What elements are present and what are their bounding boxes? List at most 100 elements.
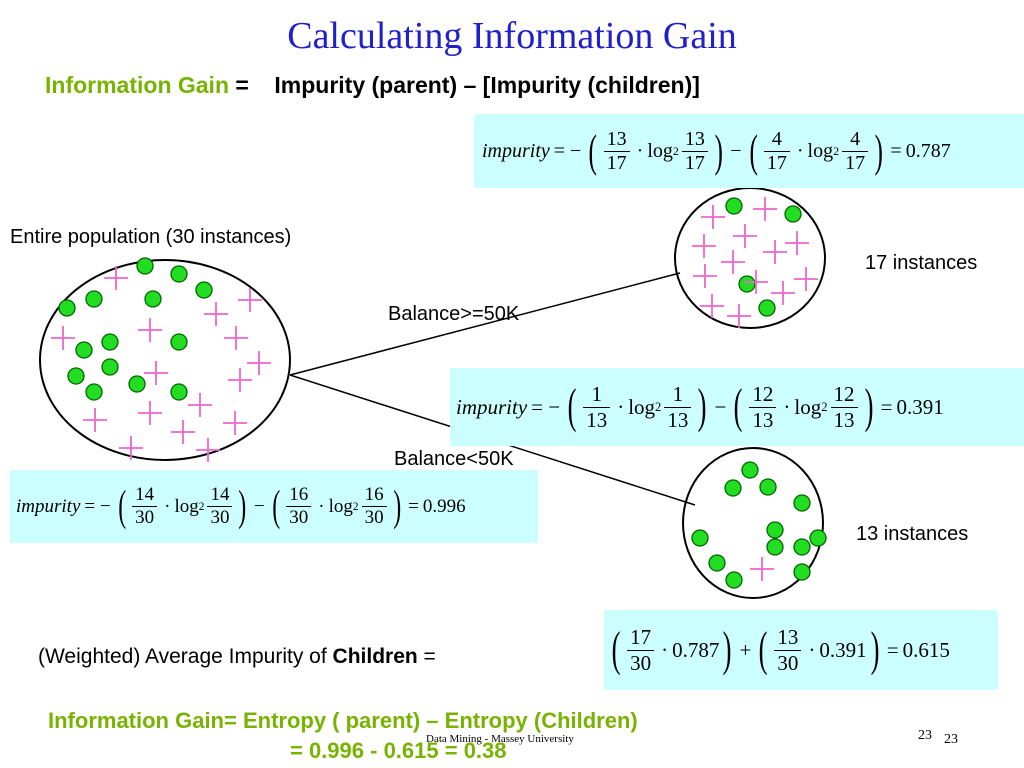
frac-den: 17 <box>603 150 630 175</box>
class-cross <box>753 197 777 221</box>
class-dot <box>136 257 154 275</box>
class-dot <box>725 197 743 215</box>
weighted-prefix: (Weighted) Average Impurity of <box>38 645 333 668</box>
class-dot <box>85 383 103 401</box>
footer-text: Data Mining - Massey University <box>426 733 574 745</box>
log-base: 2 <box>655 399 662 414</box>
class-dot <box>58 299 76 317</box>
formula-result: 0.996 <box>422 495 466 517</box>
class-cross <box>119 436 143 460</box>
formula-bottom-child: impurity = − ( 1 13 · log 2 1 13 ) − ( 12 13 … <box>450 368 1024 446</box>
class-dot <box>101 333 119 351</box>
top-child-circle <box>674 187 826 329</box>
log-base: 2 <box>821 399 828 414</box>
page-number-a: 23 <box>918 728 932 743</box>
class-dot <box>809 529 827 547</box>
frac-num: 13 <box>606 127 627 150</box>
class-dot <box>725 571 743 589</box>
frac-den: 30 <box>361 506 387 529</box>
class-dot <box>766 538 784 556</box>
class-cross <box>144 361 168 385</box>
formula-parent: impurity = − ( 14 30 · log 2 14 30 ) − ( 16 3… <box>10 470 538 543</box>
log-label: log <box>174 495 199 517</box>
formula-result: 0.391 <box>896 394 944 419</box>
weighted-average-label: (Weighted) Average Impurity of Children … <box>38 645 436 669</box>
frac-den: 17 <box>763 150 790 175</box>
frac-den: 17 <box>681 150 708 175</box>
class-cross <box>188 393 212 417</box>
formula-result: 0.787 <box>905 139 951 162</box>
class-dot <box>128 375 146 393</box>
formula-weighted: ( 17 30 · 0.787 ) + ( 13 30 · 0.391 ) = 0.61… <box>604 610 998 690</box>
class-dot <box>85 290 103 308</box>
class-dot <box>195 281 213 299</box>
formula-eq-minus: = − <box>84 495 111 517</box>
dot-op: · <box>617 394 625 419</box>
info-gain-line1: Information Gain= Entropy ( parent) – En… <box>48 708 638 733</box>
class-dot <box>75 341 93 359</box>
class-cross <box>204 302 228 326</box>
class-dot <box>784 205 802 223</box>
formula-top-child: impurity = − ( 13 17 · log 2 13 17 ) − ( 4 17… <box>474 114 1024 188</box>
balance-ge-label: Balance>=50K <box>388 303 520 325</box>
frac-num: 14 <box>210 484 230 506</box>
class-cross <box>171 420 195 444</box>
log-label: log <box>647 139 673 162</box>
log-label: log <box>628 394 656 419</box>
frac-num: 17 <box>630 625 652 650</box>
class-cross <box>138 318 162 342</box>
frac-num: 16 <box>364 484 384 506</box>
class-cross <box>700 294 724 318</box>
instances-17-label: 17 instances <box>865 252 978 274</box>
frac-num: 12 <box>833 382 855 407</box>
entire-population-label: Entire population (30 instances) <box>10 226 292 248</box>
class-cross <box>247 351 271 375</box>
term-value: 0.787 <box>672 637 720 662</box>
eq-op: = <box>886 637 899 662</box>
class-dot <box>741 461 759 479</box>
weighted-bold: Children <box>332 645 418 668</box>
dot-op: · <box>636 139 644 162</box>
class-dot <box>724 479 742 497</box>
class-dot <box>67 367 85 385</box>
instances-13-label: 13 instances <box>856 523 969 545</box>
class-cross <box>51 326 75 350</box>
frac-num: 13 <box>777 625 799 650</box>
class-cross <box>224 326 248 350</box>
formula-result: 0.615 <box>902 637 950 662</box>
frac-den: 13 <box>583 406 611 432</box>
minus-op: − <box>730 139 742 162</box>
eq-op: = <box>880 394 893 419</box>
formula-eq-minus: = − <box>531 394 561 419</box>
class-cross <box>771 281 795 305</box>
class-dot <box>170 383 188 401</box>
class-cross <box>794 267 818 291</box>
subtitle-rest: = Impurity (parent) – [Impurity (childre… <box>229 72 700 98</box>
minus-op: − <box>254 495 265 517</box>
class-cross <box>744 270 768 294</box>
formula-term-b: ( 12 13 · log 2 12 13 ) <box>733 379 873 433</box>
dot-op: · <box>783 394 791 419</box>
class-dot <box>144 290 162 308</box>
dot-op: · <box>796 139 804 162</box>
branch-line-upper <box>289 272 681 376</box>
formula-term-a: ( 14 30 · log 2 14 30 ) <box>117 481 247 530</box>
frac-den: 13 <box>830 406 858 432</box>
class-cross <box>721 250 745 274</box>
formula-lhs: impurity <box>482 139 550 162</box>
frac-num: 1 <box>672 382 684 407</box>
dot-op: · <box>661 637 669 662</box>
formula-term-a: ( 13 17 · log 2 13 17 ) <box>588 125 723 176</box>
plus-op: + <box>739 637 752 662</box>
class-dot <box>170 265 188 283</box>
weighted-suffix: = <box>417 645 436 668</box>
frac-num: 1 <box>591 382 602 407</box>
class-cross <box>138 401 162 425</box>
subtitle: Information Gain = Impurity (parent) – [… <box>45 72 700 99</box>
class-cross <box>692 234 716 258</box>
class-dot <box>101 358 119 376</box>
class-cross <box>701 205 725 229</box>
formula-term-b: ( 13 30 · 0.391 ) <box>758 622 880 676</box>
parent-circle <box>39 259 291 461</box>
frac-den: 17 <box>842 150 869 175</box>
